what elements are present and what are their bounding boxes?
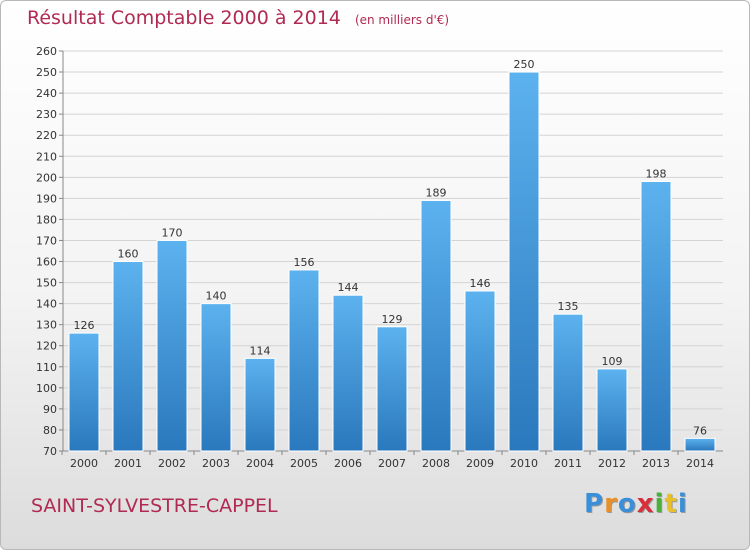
bar-2009 (464, 290, 496, 452)
data-label-2000: 126 (74, 319, 95, 332)
y-tick-label: 70 (43, 445, 57, 458)
data-label-2013: 198 (646, 168, 667, 181)
x-tick-label: 2012 (598, 457, 626, 470)
y-tick-label: 230 (36, 108, 57, 121)
y-tick-label: 90 (43, 403, 57, 416)
x-tick-label: 2000 (70, 457, 98, 470)
x-tick-label: 2009 (466, 457, 494, 470)
y-tick-label: 240 (36, 87, 57, 100)
data-label-2005: 156 (294, 256, 315, 269)
data-label-2008: 189 (426, 186, 447, 199)
y-tick-label: 220 (36, 129, 57, 142)
data-label-2011: 135 (558, 300, 579, 313)
x-tick-label: 2003 (202, 457, 230, 470)
y-tick-label: 150 (36, 277, 57, 290)
y-tick-label: 140 (36, 298, 57, 311)
data-label-2009: 146 (470, 277, 491, 290)
logo-letter: i (654, 489, 665, 519)
bar-2014 (684, 437, 716, 452)
bar-2005 (288, 269, 320, 452)
data-label-2014: 76 (693, 424, 707, 437)
x-tick-label: 2001 (114, 457, 142, 470)
data-label-2010: 250 (514, 58, 535, 71)
y-tick-label: 170 (36, 234, 57, 247)
place-name: SAINT-SYLVESTRE-CAPPEL (31, 495, 278, 517)
bar-2008 (420, 199, 452, 452)
bar-2007 (376, 326, 408, 452)
logo-letter: r (604, 489, 618, 519)
logo-letter: x (636, 489, 655, 519)
bar-2000 (68, 332, 100, 452)
x-tick-label: 2013 (642, 457, 670, 470)
y-tick-label: 80 (43, 424, 57, 437)
x-tick-label: 2010 (510, 457, 538, 470)
data-label-2006: 144 (338, 281, 359, 294)
bar-2002 (156, 239, 188, 452)
bar-2003 (200, 303, 232, 452)
bar-2001 (112, 261, 144, 452)
x-tick-label: 2005 (290, 457, 318, 470)
y-tick-label: 190 (36, 192, 57, 205)
data-label-2001: 160 (118, 248, 139, 261)
logo-letter: o (617, 489, 637, 519)
y-tick-label: 130 (36, 319, 57, 332)
y-tick-label: 120 (36, 340, 57, 353)
y-tick-label: 210 (36, 150, 57, 163)
chart-subtitle: (en milliers d'€) (354, 13, 450, 27)
y-tick-label: 110 (36, 361, 57, 374)
bar-2011 (552, 313, 584, 452)
x-tick-label: 2008 (422, 457, 450, 470)
bar-2012 (596, 368, 628, 452)
bar-2004 (244, 357, 276, 452)
y-tick-label: 180 (36, 213, 57, 226)
x-tick-label: 2007 (378, 457, 406, 470)
y-tick-label: 160 (36, 256, 57, 269)
chart-title-text: Résultat Comptable 2000 à 2014 (27, 7, 341, 29)
bar-2013 (640, 181, 672, 452)
y-tick-label: 260 (36, 45, 57, 58)
bar-2006 (332, 294, 364, 452)
bar-2010 (508, 71, 540, 452)
y-tick-label: 100 (36, 382, 57, 395)
proxiti-logo: Proxiti (584, 489, 688, 519)
logo-letter: t (664, 489, 678, 519)
y-tick-label: 200 (36, 171, 57, 184)
x-tick-label: 2014 (686, 457, 714, 470)
data-label-2012: 109 (602, 355, 623, 368)
x-tick-label: 2004 (246, 457, 274, 470)
data-label-2002: 170 (162, 226, 183, 239)
data-label-2007: 129 (382, 313, 403, 326)
x-tick-label: 2011 (554, 457, 582, 470)
chart-title: Résultat Comptable 2000 à 2014 (en milli… (27, 7, 449, 29)
data-label-2004: 114 (250, 344, 271, 357)
y-tick-label: 250 (36, 66, 57, 79)
logo-letter: i (677, 489, 688, 519)
data-label-2003: 140 (206, 290, 227, 303)
x-tick-label: 2006 (334, 457, 362, 470)
logo-letter: P (584, 489, 605, 519)
x-tick-label: 2002 (158, 457, 186, 470)
